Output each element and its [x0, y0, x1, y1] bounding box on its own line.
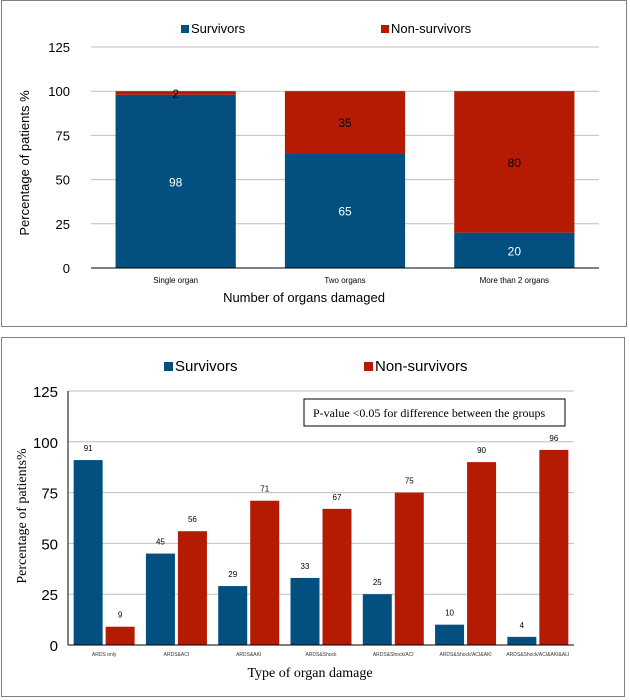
x-tick-labels: ARDS only ARDS&ACI ARDS&AKI ARDS&Shock ARDS&… [92, 652, 569, 658]
data-label: 80 [508, 156, 522, 170]
data-label: 9 [118, 611, 123, 620]
bar-non-survivors [105, 626, 135, 645]
bar-non-survivors [322, 508, 352, 645]
y-tick-label: 75 [56, 128, 70, 143]
bar-survivors [290, 577, 320, 645]
data-label: 33 [301, 562, 310, 571]
y-tick-label: 125 [48, 40, 70, 55]
data-label: 2 [172, 87, 179, 101]
x-tick-label: ARDS&Shock/ACI&AKI [439, 652, 491, 658]
y-tick-label: 25 [41, 587, 58, 604]
legend-swatch-survivors [164, 362, 173, 371]
x-tick-label: More than 2 organs [480, 276, 549, 285]
legend-label-non-survivors: Non-survivors [375, 358, 468, 375]
bar-survivors [218, 586, 248, 645]
bar-non-survivors [284, 91, 406, 154]
data-label: 45 [156, 538, 165, 547]
bar-survivors [362, 594, 392, 645]
y-tick-labels: 0 25 50 75 100 125 [48, 40, 70, 276]
y-tick-label: 100 [48, 84, 70, 99]
y-tick-label: 100 [33, 435, 58, 452]
data-label: 4 [520, 621, 525, 630]
y-tick-label: 0 [63, 261, 70, 276]
y-axis-title: Percentage of patients% [15, 448, 30, 584]
data-labels: 91 9 45 56 29 71 33 67 25 75 10 90 4 96 [84, 434, 559, 630]
x-tick-label: Single organ [153, 276, 198, 285]
bar-non-survivors [454, 91, 575, 233]
x-tick-label: Two organs [324, 276, 365, 285]
legend-swatch-non-survivors [381, 25, 389, 33]
bar-survivors [73, 460, 103, 645]
y-axis-title: Percentage of patients % [17, 90, 32, 236]
y-tick-label: 50 [56, 173, 70, 188]
x-axis-title: Type of organ damage [247, 666, 372, 681]
legend-label-survivors: Survivors [175, 358, 238, 375]
data-label: 90 [477, 446, 486, 455]
y-tick-label: 25 [56, 217, 70, 232]
chart-panel-organ-damage-type: 0 25 50 75 100 125 ARDS only ARDS&ACI ARDS&AKI A… [1, 337, 625, 697]
stacked-bar-chart: 0 25 50 75 100 125 Single organ Two organs More… [17, 21, 599, 305]
legend: Survivors Non-survivors [181, 21, 472, 36]
data-label: 29 [228, 570, 237, 579]
data-label: 20 [508, 244, 522, 258]
y-tick-label: 0 [50, 638, 58, 655]
data-label: 56 [188, 515, 197, 524]
x-axis-title: Number of organs damaged [223, 290, 385, 305]
data-label: 65 [338, 205, 352, 219]
bar-non-survivors [177, 531, 207, 645]
y-tick-label: 50 [41, 536, 58, 553]
legend-label-survivors: Survivors [191, 21, 246, 36]
bar-survivors [435, 624, 465, 645]
x-tick-label: ARDS&Shock [305, 652, 337, 658]
bar-non-survivors [539, 449, 569, 645]
bars [73, 449, 569, 645]
data-label: 10 [445, 609, 454, 618]
bars [115, 91, 575, 269]
x-tick-labels: Single organ Two organs More than 2 organs [153, 276, 549, 285]
legend: Survivors Non-survivors [164, 358, 468, 375]
data-label: 35 [338, 116, 352, 130]
bar-non-survivors [115, 91, 236, 95]
data-label: 71 [260, 485, 269, 494]
bar-non-survivors [467, 462, 497, 645]
bar-non-survivors [250, 500, 280, 645]
data-label: 98 [169, 175, 183, 189]
bar-survivors [145, 553, 175, 645]
y-tick-labels: 0 25 50 75 100 125 [33, 384, 58, 655]
legend-swatch-non-survivors [364, 362, 373, 371]
bar-survivors [284, 153, 406, 268]
bar-survivors [115, 94, 236, 269]
x-tick-label: ARDS&ACI [164, 652, 190, 658]
data-label: 25 [373, 578, 382, 587]
x-tick-label: ARDS&Shock/ACI&AKI&ALI [506, 652, 569, 658]
x-tick-label: ARDS only [92, 652, 117, 658]
data-label: 75 [405, 477, 414, 486]
x-tick-label: ARDS&Shock/ACI [373, 652, 414, 658]
annotation-box: P-value <0.05 for difference between the… [303, 398, 566, 427]
legend-label-non-survivors: Non-survivors [391, 21, 472, 36]
annotation-frame [303, 398, 566, 427]
bar-non-survivors [394, 492, 424, 645]
y-tick-label: 75 [41, 486, 58, 503]
bar-survivors [454, 232, 575, 268]
annotation-text: P-value <0.05 for difference between the… [313, 406, 545, 420]
data-label: 67 [333, 493, 342, 502]
x-tick-label: ARDS&AKI [236, 652, 261, 658]
chart-panel-organs-count: 0 25 50 75 100 125 Single organ Two organs More… [1, 0, 627, 327]
y-tick-label: 125 [33, 384, 58, 401]
legend-swatch-survivors [181, 25, 189, 33]
bar-survivors [507, 636, 537, 645]
data-label: 91 [84, 444, 93, 453]
data-label: 96 [549, 434, 558, 443]
data-labels: 98 2 65 35 20 80 [169, 87, 521, 258]
